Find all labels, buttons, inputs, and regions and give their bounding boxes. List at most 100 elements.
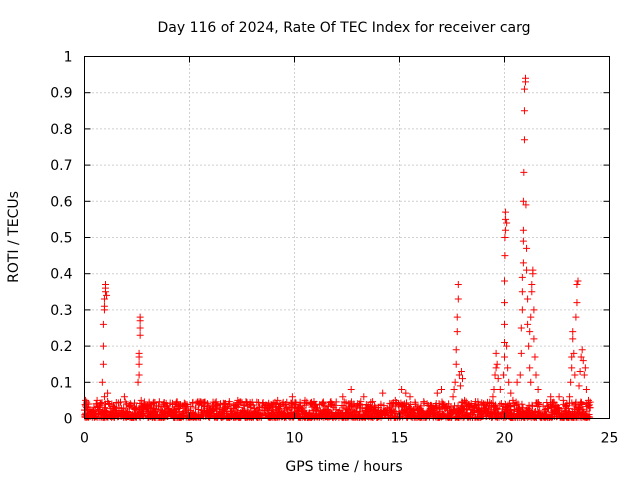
data-point: [301, 396, 309, 404]
data-point: [570, 349, 578, 357]
noise-point: [579, 405, 587, 413]
noise-point: [332, 398, 340, 406]
x-tick-label: 20: [496, 431, 514, 447]
data-point: [547, 393, 555, 401]
noise-point: [357, 398, 365, 406]
noise-point: [518, 400, 526, 408]
x-tick-label: 5: [185, 431, 194, 447]
data-point: [518, 273, 526, 281]
noise-point: [507, 403, 515, 411]
data-point: [519, 237, 527, 245]
data-point: [89, 407, 97, 415]
data-point: [398, 386, 406, 394]
data-point: [501, 234, 509, 241]
x-tick-label: 0: [80, 431, 89, 447]
data-point: [493, 360, 501, 368]
data-point: [532, 371, 540, 379]
data-point: [571, 371, 579, 379]
data-point: [288, 393, 296, 401]
y-tick-label: 0.9: [50, 86, 72, 102]
data-point: [575, 382, 583, 390]
noise-point: [577, 399, 585, 407]
y-tick-label: 0.3: [50, 303, 72, 319]
y-tick-label: 0.6: [50, 194, 72, 210]
data-point: [379, 389, 387, 397]
data-point: [450, 386, 458, 394]
noise-point: [204, 400, 212, 408]
data-point: [531, 353, 539, 361]
noise-point: [291, 400, 299, 408]
data-point: [136, 313, 144, 321]
data-point: [574, 277, 582, 285]
y-axis-label: ROTI / TECUs: [6, 191, 22, 283]
data-point: [516, 371, 524, 379]
data-point: [517, 349, 525, 357]
data-point: [530, 306, 538, 314]
data-point: [501, 320, 508, 328]
data-point: [135, 349, 143, 357]
noise-point: [486, 398, 494, 406]
data-point: [573, 299, 581, 307]
data-point: [181, 400, 189, 408]
data-point: [501, 252, 509, 260]
noise-point: [192, 404, 200, 412]
data-point: [499, 371, 507, 379]
noise-point: [226, 400, 234, 408]
data-point: [520, 168, 528, 176]
y-tick-label: 1: [64, 50, 73, 66]
data-point: [438, 386, 445, 394]
data-point: [534, 386, 542, 394]
data-point: [135, 360, 143, 368]
noise-point: [356, 408, 364, 416]
y-tick-label: 0: [64, 412, 73, 428]
data-point: [501, 338, 508, 346]
data-points: [81, 74, 594, 421]
data-point: [503, 342, 511, 350]
noise-point: [234, 403, 242, 411]
data-point: [527, 378, 535, 386]
data-point: [135, 371, 143, 379]
noise-point: [439, 401, 447, 409]
data-point: [492, 349, 500, 357]
data-point: [102, 400, 109, 408]
data-point: [568, 364, 576, 372]
data-point: [586, 404, 594, 412]
noise-point: [369, 398, 377, 406]
data-point: [455, 371, 463, 379]
noise-point: [140, 410, 148, 418]
noise-point: [450, 405, 458, 413]
y-tick-label: 0.4: [50, 267, 72, 283]
noise-point: [105, 399, 113, 407]
data-point: [406, 393, 414, 401]
noise-point: [187, 403, 195, 411]
data-point: [579, 357, 587, 365]
data-point: [572, 313, 580, 321]
data-point: [490, 386, 498, 394]
data-point: [453, 313, 461, 321]
noise-point: [319, 400, 327, 408]
data-point: [339, 393, 347, 401]
data-point: [505, 378, 513, 386]
data-point: [99, 342, 107, 350]
noise-point: [352, 403, 360, 411]
data-point: [573, 281, 581, 289]
data-point: [99, 360, 107, 368]
data-point: [577, 353, 585, 361]
data-point: [454, 295, 462, 303]
data-point: [522, 74, 529, 82]
data-point: [347, 386, 355, 394]
x-tick-label: 10: [286, 431, 304, 447]
data-point: [98, 378, 106, 386]
data-point: [518, 288, 526, 296]
data-point: [274, 396, 282, 404]
noise-point: [467, 400, 475, 408]
data-point: [82, 396, 90, 404]
noise-point: [283, 398, 291, 406]
data-point: [504, 364, 512, 372]
noise-point: [207, 411, 215, 419]
plot-frame: [84, 56, 610, 419]
data-point: [555, 393, 563, 401]
data-point: [120, 393, 128, 401]
data-point: [100, 393, 108, 401]
data-point: [502, 215, 510, 223]
